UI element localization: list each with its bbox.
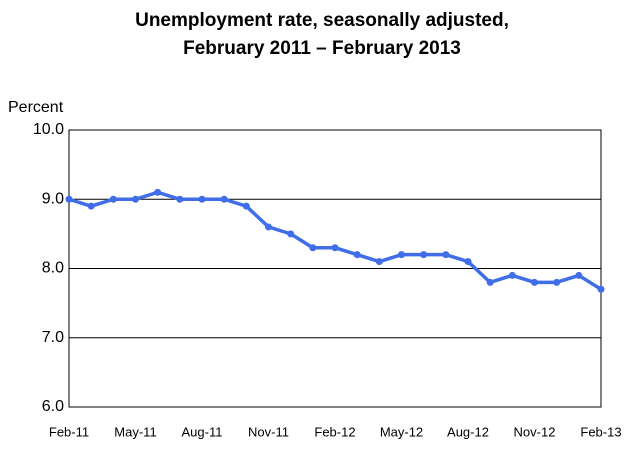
data-point bbox=[198, 195, 206, 203]
x-tick-label: Nov-11 bbox=[248, 424, 289, 439]
x-tick-label: Nov-12 bbox=[514, 424, 556, 439]
data-point bbox=[420, 251, 428, 259]
data-point bbox=[486, 278, 494, 286]
data-point bbox=[375, 258, 383, 266]
data-point bbox=[597, 285, 605, 293]
data-point bbox=[220, 195, 228, 203]
data-point bbox=[331, 244, 339, 252]
data-line bbox=[68, 190, 602, 291]
data-point bbox=[265, 223, 272, 231]
data-point bbox=[242, 202, 250, 210]
y-tick-label: 8.0 bbox=[42, 260, 64, 277]
data-point bbox=[309, 244, 317, 252]
x-tick-label: May-11 bbox=[114, 424, 156, 439]
data-point bbox=[398, 251, 405, 259]
y-tick-label: 7.0 bbox=[42, 329, 64, 346]
x-tick-label: May-12 bbox=[380, 424, 423, 439]
data-point bbox=[65, 195, 73, 203]
x-tick-label: Aug-12 bbox=[447, 424, 489, 439]
data-point bbox=[287, 230, 295, 238]
data-point bbox=[109, 195, 117, 203]
y-tick-label: 9.0 bbox=[42, 190, 64, 207]
x-tick-label: Aug-11 bbox=[182, 424, 223, 439]
data-point bbox=[442, 251, 450, 259]
chart-title: February 2011 – February 2013 bbox=[183, 38, 461, 59]
data-point bbox=[154, 188, 162, 196]
data-point bbox=[553, 278, 561, 286]
data-point bbox=[132, 195, 139, 203]
data-point bbox=[176, 195, 184, 203]
data-point bbox=[508, 271, 516, 279]
chart-title: Unemployment rate, seasonally adjusted, bbox=[135, 10, 509, 31]
x-tick-label: Feb-12 bbox=[314, 424, 355, 439]
y-tick-label: 10.0 bbox=[33, 121, 64, 138]
data-point bbox=[531, 278, 538, 286]
y-axis-label: Percent bbox=[8, 99, 64, 116]
x-tick-label: Feb-13 bbox=[580, 424, 621, 439]
y-tick-label: 6.0 bbox=[42, 398, 64, 415]
data-point bbox=[575, 271, 583, 279]
data-point bbox=[464, 258, 472, 266]
data-point bbox=[353, 251, 361, 259]
x-tick-label: Feb-11 bbox=[49, 424, 89, 439]
data-point bbox=[87, 202, 95, 210]
